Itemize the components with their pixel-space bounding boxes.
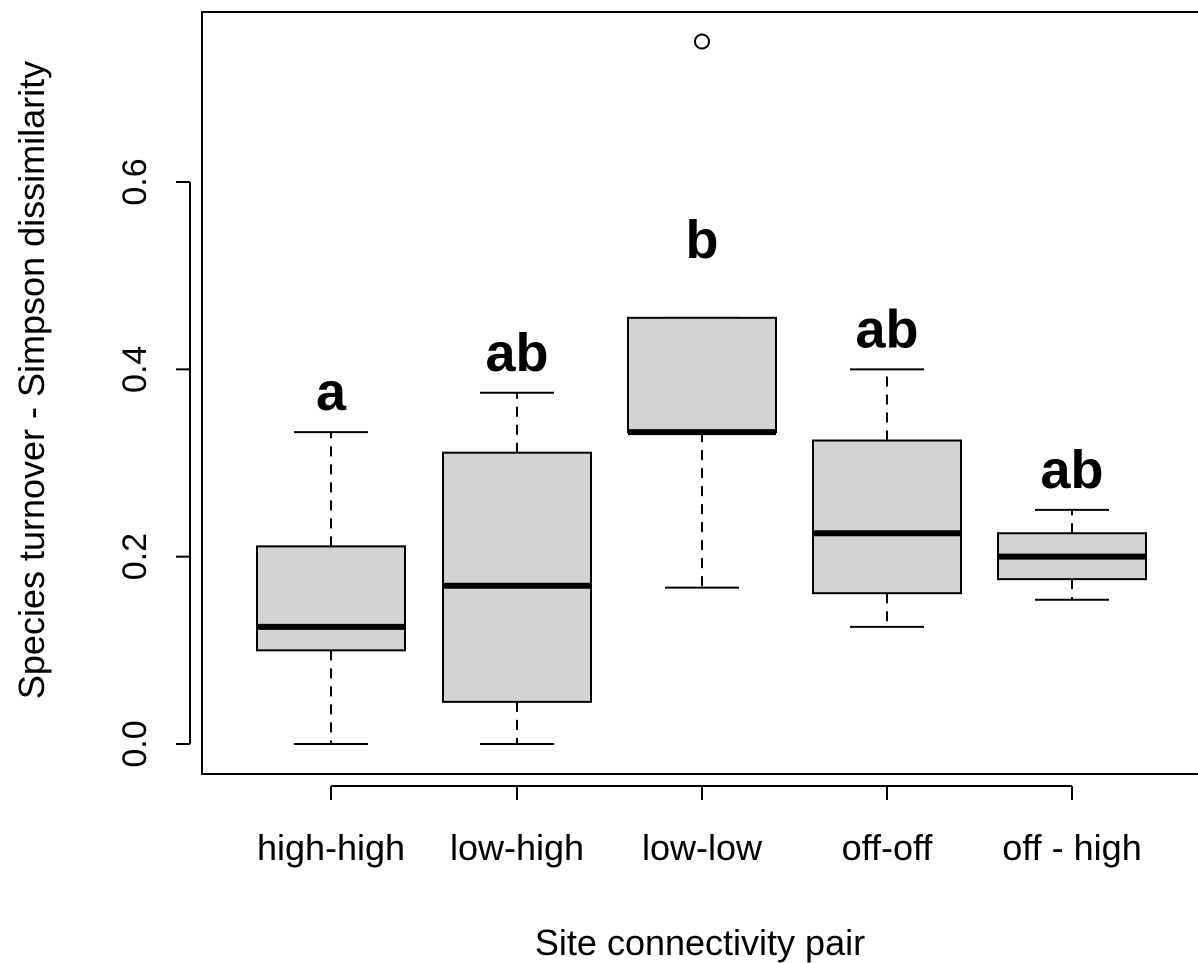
outlier-point (694, 33, 710, 50)
box-group-low-high (442, 391, 592, 745)
x-tick-label: low-high (450, 827, 584, 868)
box-group-low-low (627, 33, 777, 589)
y-tick-label: 0.4 (116, 346, 154, 393)
x-tick-label: off - high (1002, 827, 1141, 868)
x-axis-title: Site connectivity pair (535, 922, 865, 963)
box-group-off-off (812, 368, 962, 628)
y-axis-title: Species turnover - Simpson dissimilarity (11, 61, 52, 699)
significance-label: ab (1040, 440, 1103, 500)
significance-label: a (316, 362, 347, 422)
significance-labels-layer: a ab b ab ab (316, 210, 1104, 500)
x-tick-label: off-off (842, 827, 934, 868)
box-group-off-high (997, 508, 1147, 601)
plot-frame (201, 11, 1198, 775)
box-group-high-high (256, 431, 406, 745)
y-axis: 0.0 0.2 0.4 0.6 (116, 158, 191, 768)
box-iqr (627, 316, 777, 434)
y-tick-label: 0.2 (116, 533, 154, 580)
y-tick-label: 0.6 (116, 158, 154, 205)
significance-label: ab (485, 323, 548, 383)
significance-label: ab (855, 299, 918, 359)
x-tick-label: high-high (257, 827, 405, 868)
box-iqr (442, 451, 592, 703)
box-iqr (256, 545, 406, 652)
x-axis: high-high low-high low-low off-off off - hig… (257, 785, 1142, 868)
boxes-layer (256, 33, 1147, 745)
x-tick-label: low-low (642, 827, 763, 868)
y-tick-label: 0.0 (116, 720, 154, 767)
significance-label: b (686, 210, 719, 270)
box-iqr (812, 439, 962, 595)
